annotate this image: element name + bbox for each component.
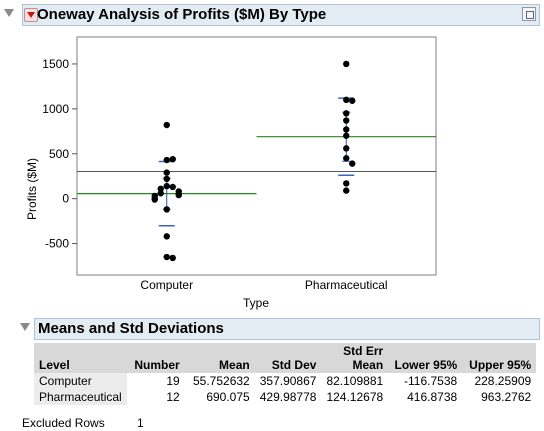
disclosure-triangle-icon[interactable]	[20, 323, 30, 331]
x-tick-label: Computer	[140, 278, 193, 292]
data-points	[151, 60, 356, 262]
y-tick-label: 1000	[42, 102, 69, 116]
data-point	[343, 117, 350, 124]
data-point	[163, 156, 170, 164]
report-title-bar	[22, 4, 540, 26]
table-cell: 429.98778	[259, 390, 317, 404]
data-point	[349, 160, 356, 167]
table-cell: 124.12678	[326, 390, 384, 404]
data-point	[343, 187, 350, 194]
table-cell: -116.7538	[404, 374, 458, 388]
table-cell: 228.25909	[474, 374, 532, 388]
data-point	[343, 60, 350, 68]
data-point	[169, 183, 176, 191]
column-header: Mean	[184, 343, 255, 373]
data-point	[175, 191, 182, 199]
table-cell: 82.109881	[326, 374, 384, 388]
data-point	[163, 182, 170, 190]
data-point	[163, 233, 170, 240]
data-point	[163, 175, 170, 183]
table-row: Pharmaceutical 12 690.075 429.98778 124.…	[34, 389, 536, 405]
data-point	[343, 126, 350, 133]
table-cell: Pharmaceutical	[34, 389, 127, 405]
x-axis: Computer Pharmaceutical	[140, 278, 387, 292]
table-cell: 12	[166, 390, 180, 404]
data-point	[343, 145, 350, 152]
data-point	[343, 110, 350, 117]
table-row: Computer 19 55.752632 357.90867 82.10988…	[34, 373, 536, 389]
data-point	[343, 155, 350, 162]
disclosure-triangle-icon[interactable]	[4, 9, 14, 17]
table-header-row: Level Number Mean Std Dev Std Err Mean Lo…	[34, 343, 537, 373]
data-point	[157, 185, 164, 192]
column-header: Upper 95%	[462, 343, 537, 373]
red-triangle-menu-icon[interactable]	[24, 8, 38, 22]
data-point	[349, 97, 356, 104]
data-point	[343, 96, 350, 104]
excluded-rows-value: 1	[137, 416, 144, 430]
y-tick-label: 500	[49, 147, 69, 161]
data-point	[169, 254, 176, 262]
table-cell: 963.2762	[481, 390, 532, 404]
data-point	[163, 121, 170, 129]
column-header: Number	[126, 343, 185, 373]
y-axis-label: Profits ($M)	[25, 158, 39, 220]
window-restore-icon[interactable]	[522, 7, 536, 21]
data-point	[163, 253, 170, 261]
column-header: Level	[34, 343, 127, 373]
data-point	[163, 169, 170, 176]
plot-frame	[76, 36, 437, 276]
data-point	[343, 180, 350, 187]
data-point	[163, 206, 170, 213]
y-axis: -500 0 500 1000 1500	[42, 57, 77, 251]
report-header: Oneway Analysis of Profits ($M) By Type	[0, 0, 544, 29]
report-title: Oneway Analysis of Profits ($M) By Type	[37, 6, 327, 23]
means-section-title: Means and Std Deviations	[38, 320, 224, 337]
x-axis-label: Type	[243, 296, 269, 310]
data-point	[343, 132, 350, 139]
y-tick-label: 1500	[42, 57, 69, 71]
table-cell: 19	[166, 374, 180, 388]
means-section-bar	[34, 318, 540, 340]
table-cell: 416.8738	[407, 390, 458, 404]
column-header: Std Dev	[254, 343, 322, 373]
column-header: Lower 95%	[388, 343, 463, 373]
table-cell: 690.075	[206, 390, 250, 404]
means-table: Level Number Mean Std Dev Std Err Mean Lo…	[34, 343, 537, 405]
table-cell: 357.90867	[259, 374, 317, 388]
x-tick-label: Pharmaceutical	[305, 278, 388, 292]
data-point	[157, 190, 164, 197]
y-tick-label: -500	[45, 237, 69, 251]
data-point	[169, 155, 176, 163]
excluded-rows-label: Excluded Rows	[22, 416, 105, 430]
data-point	[151, 196, 158, 203]
table-cell: Computer	[34, 373, 127, 389]
column-header: Std Err Mean	[321, 343, 389, 373]
table-cell: 55.752632	[192, 374, 250, 388]
y-tick-label: 0	[62, 192, 69, 206]
